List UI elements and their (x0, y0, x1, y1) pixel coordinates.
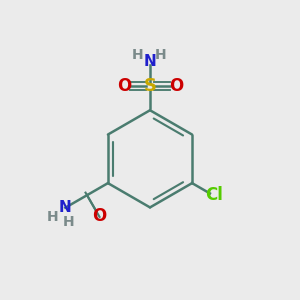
Text: H: H (46, 210, 58, 224)
Text: N: N (59, 200, 72, 215)
Text: O: O (117, 77, 131, 95)
Text: Cl: Cl (205, 186, 223, 204)
Text: S: S (143, 77, 157, 95)
Text: H: H (62, 215, 74, 230)
Text: O: O (169, 77, 183, 95)
Text: O: O (92, 207, 106, 225)
Text: N: N (144, 54, 156, 69)
Text: H: H (132, 48, 143, 62)
Text: H: H (155, 48, 167, 62)
